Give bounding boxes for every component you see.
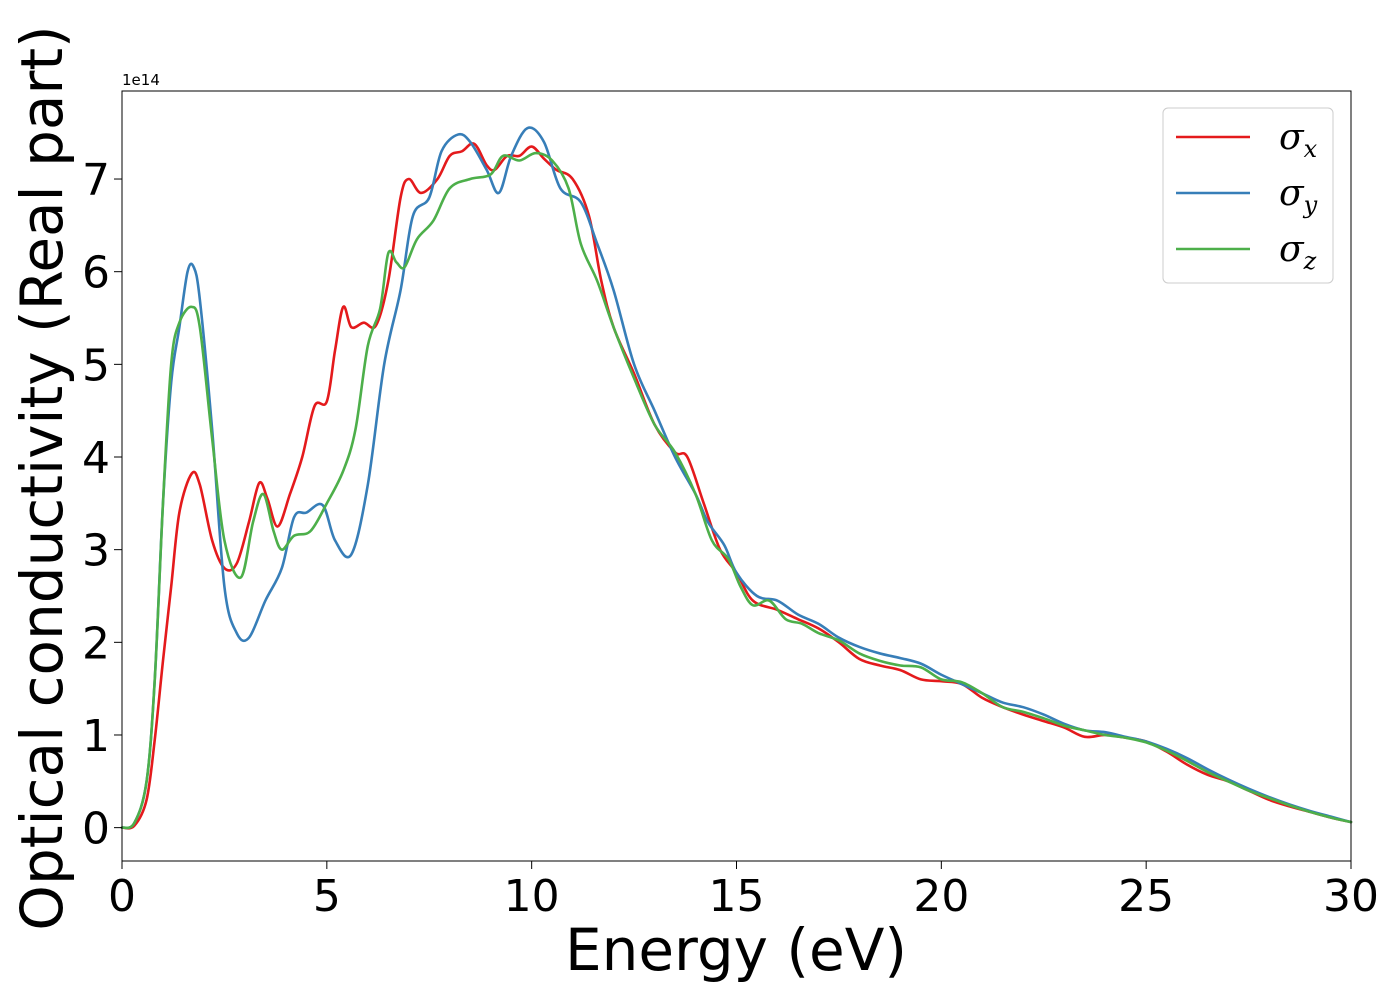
y-tick-label: 2 xyxy=(82,618,110,669)
x-axis: 0 5 10 15 20 25 30 xyxy=(108,861,1379,922)
y-tick-label: 7 xyxy=(82,155,110,206)
series-layer xyxy=(120,126,1353,830)
x-tick-label: 5 xyxy=(313,871,341,922)
y-offset-label: 1e14 xyxy=(122,71,160,89)
legend: σx σy σz xyxy=(1162,107,1334,284)
y-tick-label: 6 xyxy=(82,248,110,299)
legend-label-z: σz xyxy=(1279,229,1317,275)
legend-label-y: σy xyxy=(1279,173,1318,219)
x-tick-label: 15 xyxy=(709,871,765,922)
x-tick-label: 0 xyxy=(108,871,136,922)
series-line-x xyxy=(120,142,1353,830)
x-tick-label: 30 xyxy=(1323,871,1379,922)
y-tick-label: 0 xyxy=(82,804,110,855)
series-line-z xyxy=(120,151,1353,830)
x-tick-label: 20 xyxy=(913,871,969,922)
x-tick-label: 10 xyxy=(504,871,560,922)
y-axis-title: Optical conductivity (Real part) xyxy=(8,25,76,930)
y-tick-label: 5 xyxy=(82,340,110,391)
y-tick-label: 3 xyxy=(82,526,110,577)
y-axis: 0 1 2 3 4 5 6 7 xyxy=(82,155,122,855)
x-axis-title: Energy (eV) xyxy=(565,916,907,984)
legend-label-x: σx xyxy=(1279,117,1318,163)
y-tick-label: 1 xyxy=(82,711,110,762)
legend-frame xyxy=(1162,107,1334,284)
x-tick-label: 25 xyxy=(1118,871,1174,922)
y-tick-label: 4 xyxy=(82,433,110,484)
